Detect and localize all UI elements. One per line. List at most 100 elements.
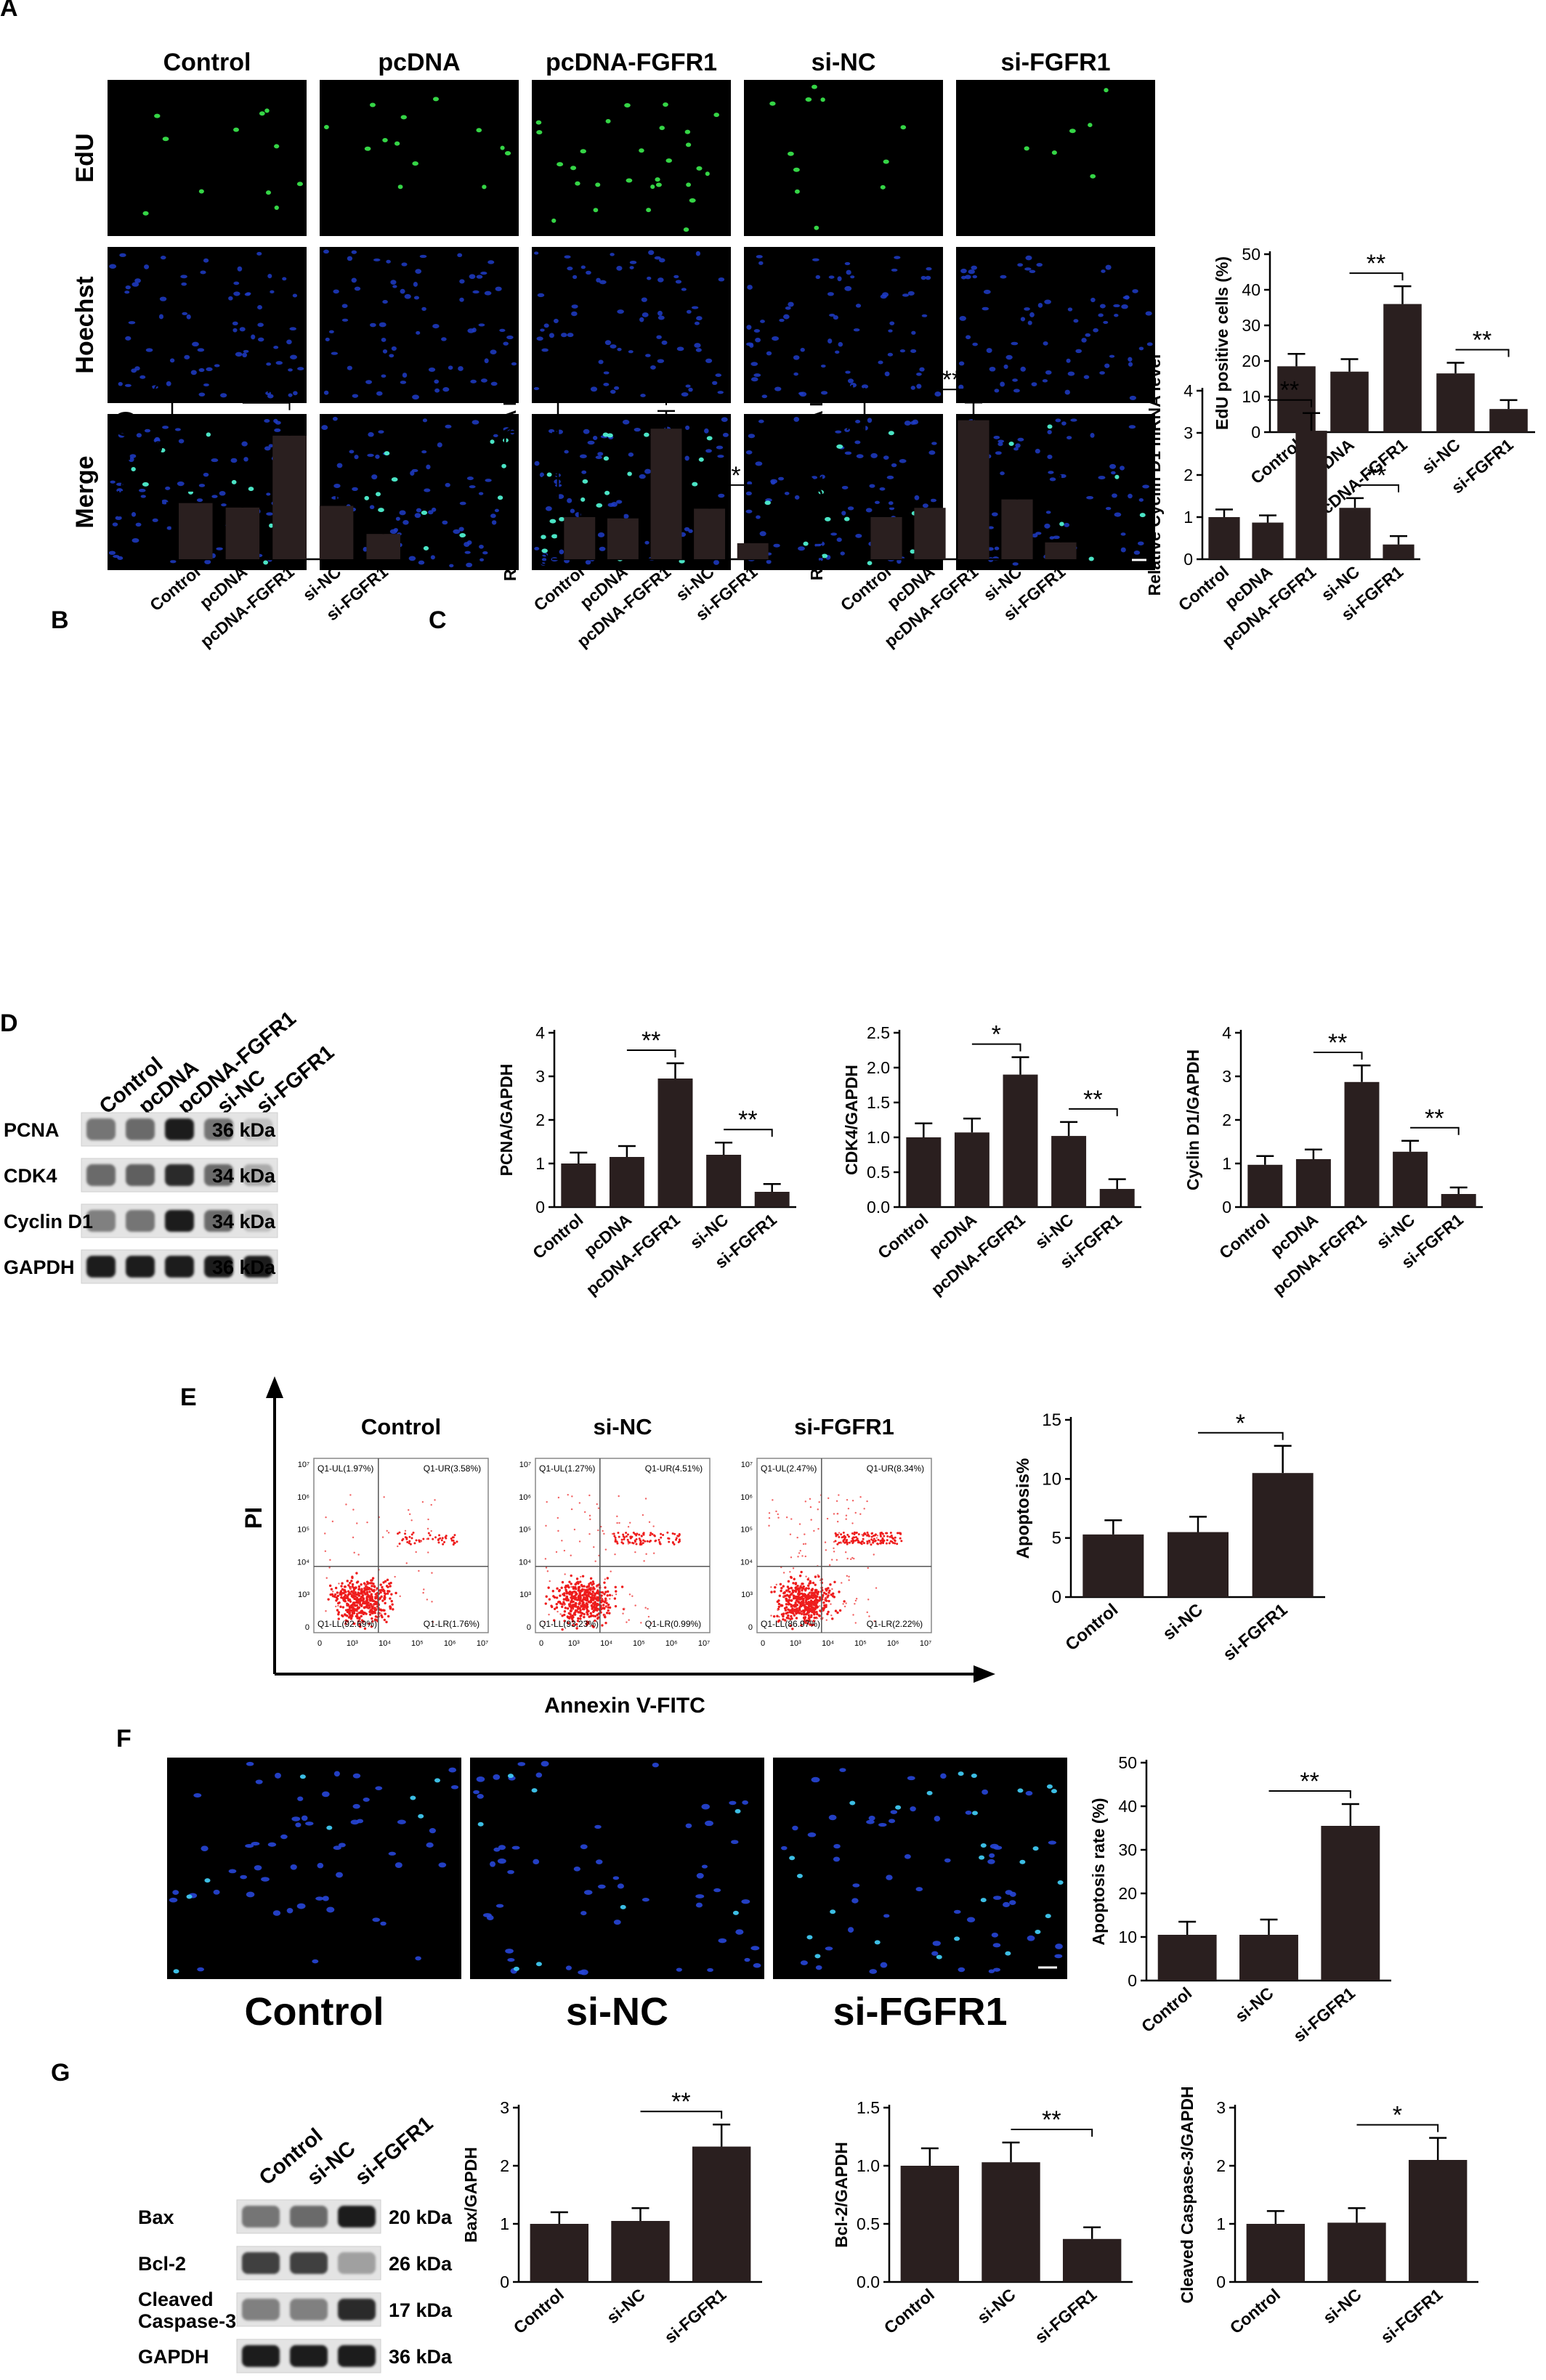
nucleus-hoechst [288, 393, 293, 397]
nucleus-hoechst [745, 491, 752, 496]
nucleus-hoechst [256, 251, 262, 256]
nucleus-hoechst [182, 312, 188, 315]
flow-event [802, 1543, 805, 1546]
flow-event [606, 1590, 610, 1593]
flow-event [795, 1617, 798, 1620]
nucleus-dapi [517, 1762, 526, 1766]
flow-event [854, 1622, 857, 1624]
x-tick-label: Control [881, 2285, 938, 2337]
flow-event [391, 1603, 394, 1606]
nucleus-hoechst [994, 546, 1000, 551]
nucleus-hoechst [393, 528, 398, 532]
nucleus-hoechst [844, 261, 851, 266]
nucleus-hoechst [835, 350, 840, 354]
y-tick-label: 15 [1042, 1410, 1061, 1430]
flow-event [427, 1518, 429, 1521]
nucleus-hoechst [347, 256, 353, 261]
significance-bracket [724, 1129, 773, 1137]
flow-event [443, 1540, 446, 1543]
flow-event [606, 1594, 609, 1597]
flow-event [899, 1537, 902, 1540]
y-tick-label: 50 [1118, 1753, 1137, 1772]
y-tick-label: 4 [1183, 381, 1193, 400]
nucleus-hoechst [428, 510, 434, 515]
bar [1277, 366, 1316, 432]
significance-bracket [709, 484, 754, 492]
nucleus-hoechst [1129, 395, 1136, 400]
nucleus-dapi [718, 1938, 727, 1944]
nucleus-hoechst [889, 506, 895, 511]
flow-event [383, 1598, 386, 1601]
x-tick-label: Control [510, 2285, 567, 2337]
nucleus-hoechst [1044, 523, 1051, 529]
flow-event [383, 1618, 386, 1622]
nucleus-edu [142, 211, 149, 216]
flow-x-tick: 10⁵ [854, 1639, 867, 1648]
flow-event [357, 1592, 360, 1595]
flow-event [788, 1602, 791, 1606]
micrograph-tile [108, 80, 307, 236]
flow-event [848, 1575, 850, 1578]
nucleus-edu [595, 182, 601, 187]
nucleus-hoechst [694, 321, 700, 325]
flow-event [597, 1596, 600, 1599]
nucleus-dapi [741, 1899, 750, 1904]
nucleus-dapi [565, 1965, 572, 1970]
flow-event [623, 1607, 626, 1610]
flow-event [604, 1621, 607, 1625]
nucleus-edu [793, 167, 800, 172]
flow-event [798, 1590, 801, 1593]
flow-event [805, 1575, 807, 1577]
flow-event [398, 1531, 401, 1534]
y-tick-label: 10 [1042, 1469, 1061, 1489]
flow-event [335, 1599, 338, 1602]
nucleus-hoechst [116, 488, 124, 493]
flow-event [773, 1590, 776, 1593]
flow-event [339, 1590, 343, 1593]
significance-bracket [1313, 1052, 1363, 1060]
flow-event [557, 1600, 561, 1604]
nucleus-edu [364, 495, 370, 500]
nucleus-tunel [1046, 1784, 1053, 1789]
nucleus-dapi [477, 1793, 484, 1799]
bar [1099, 1189, 1135, 1207]
bar [1003, 1074, 1038, 1207]
nucleus-dapi [707, 1967, 713, 1973]
nucleus-hoechst [830, 532, 838, 536]
flow-event [876, 1535, 879, 1537]
nucleus-hoechst [853, 328, 860, 332]
flow-event [772, 1615, 776, 1618]
nucleus-hoechst [695, 251, 701, 256]
bar [611, 2221, 670, 2282]
flow-event [381, 1536, 384, 1538]
nucleus-tunel [971, 1773, 977, 1778]
nucleus-hoechst [426, 464, 431, 470]
flow-event [423, 1588, 425, 1591]
nucleus-dapi [701, 1803, 710, 1810]
nucleus-dapi [597, 1884, 606, 1889]
flow-event [371, 1617, 373, 1620]
flow-event [360, 1621, 363, 1624]
nucleus-hoechst [458, 366, 464, 371]
nucleus-tunel [299, 1774, 306, 1779]
nucleus-hoechst [1138, 346, 1144, 351]
flow-event [810, 1519, 812, 1521]
nucleus-hoechst [485, 479, 492, 482]
flow-event [816, 1612, 819, 1616]
x-tick-label: si-NC [1418, 435, 1464, 478]
nucleus-hoechst [654, 256, 661, 260]
nucleus-dapi [852, 1883, 860, 1888]
flow-event [662, 1533, 665, 1536]
flow-event [789, 1575, 793, 1579]
flow-event [453, 1534, 456, 1537]
flow-event [356, 1610, 359, 1613]
nucleus-hoechst [673, 275, 679, 279]
flow-event [437, 1541, 440, 1544]
nucleus-edu [160, 448, 166, 453]
nucleus-hoechst [747, 285, 753, 290]
nucleus-dapi [617, 1883, 624, 1889]
panel-label-e: E [180, 1384, 197, 1411]
flow-event [362, 1598, 365, 1601]
flow-event [628, 1619, 630, 1621]
flow-y-tick: 10⁷ [741, 1461, 753, 1469]
